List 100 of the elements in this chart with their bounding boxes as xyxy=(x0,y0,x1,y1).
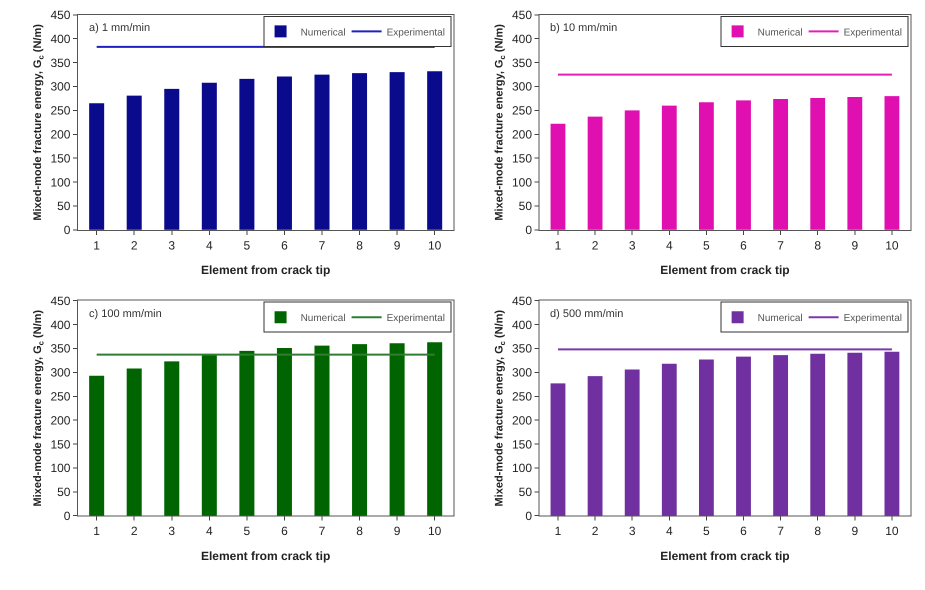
y-tick-label: 200 xyxy=(512,413,532,428)
y-tick-label: 300 xyxy=(512,366,532,380)
x-tick-label: 4 xyxy=(666,524,673,538)
bar xyxy=(164,88,180,230)
x-tick-label: 4 xyxy=(206,238,213,252)
x-tick-label: 7 xyxy=(777,524,784,538)
x-tick-label: 3 xyxy=(628,238,636,252)
bar xyxy=(810,354,826,516)
bar xyxy=(550,124,566,230)
bar xyxy=(352,344,368,516)
y-tick-label: 150 xyxy=(512,437,532,452)
bar xyxy=(624,110,640,230)
bar xyxy=(202,82,217,230)
x-axis-title: Element from crack tip xyxy=(200,549,330,564)
text: b) 10 mm/min xyxy=(550,22,618,34)
y-tick-label: 400 xyxy=(512,32,532,46)
bar xyxy=(847,97,862,230)
bar xyxy=(427,342,442,516)
y-tick-label: 300 xyxy=(512,80,532,94)
text: c) 100 mm/min xyxy=(89,308,162,320)
x-tick-label: 8 xyxy=(814,238,822,252)
y-tick-label: 250 xyxy=(50,389,71,404)
x-tick-label: 8 xyxy=(356,238,364,252)
bar xyxy=(624,369,640,516)
y-tick-label: 450 xyxy=(50,8,71,22)
bar xyxy=(736,356,751,516)
x-tick-label: 2 xyxy=(592,524,599,538)
legend-label: Numerical xyxy=(758,27,803,38)
bar xyxy=(847,352,862,516)
y-tick-label: 150 xyxy=(50,437,71,452)
y-tick-label: 350 xyxy=(50,56,71,70)
y-tick-label: 50 xyxy=(518,199,532,214)
legend-label: Numerical xyxy=(758,313,803,324)
x-tick-label: 7 xyxy=(318,238,326,252)
bar xyxy=(352,73,368,230)
y-tick-label: 100 xyxy=(512,175,532,190)
y-tick-label: 400 xyxy=(512,318,532,332)
x-tick-label: 3 xyxy=(168,238,176,252)
x-tick-label: 5 xyxy=(703,238,710,252)
x-tick-label: 3 xyxy=(168,524,176,538)
y-tick-label: 450 xyxy=(512,8,532,22)
y-tick-label: 100 xyxy=(50,461,71,476)
x-tick-label: 7 xyxy=(318,524,326,538)
x-tick-label: 6 xyxy=(740,238,748,252)
y-tick-label: 250 xyxy=(512,389,532,404)
y-tick-label: 400 xyxy=(50,32,71,46)
bar xyxy=(810,98,826,230)
x-axis-title: Element from crack tip xyxy=(660,263,790,278)
bar xyxy=(736,100,751,230)
y-tick-label: 0 xyxy=(525,223,532,238)
bar xyxy=(314,346,330,516)
bar xyxy=(662,106,677,230)
bar xyxy=(126,368,142,516)
x-tick-label: 5 xyxy=(244,238,251,252)
x-tick-label: 10 xyxy=(885,238,899,252)
bar xyxy=(698,102,714,230)
bar xyxy=(550,383,566,516)
y-tick-label: 250 xyxy=(50,104,71,118)
x-tick-label: 2 xyxy=(130,238,138,252)
x-tick-label: 8 xyxy=(356,524,364,538)
y-tick-label: 50 xyxy=(518,485,532,500)
y-tick-label: 200 xyxy=(512,128,532,142)
bar xyxy=(314,74,330,230)
y-tick-label: 300 xyxy=(50,80,71,94)
legend-label: Experimental xyxy=(386,313,445,324)
text: a) 1 mm/min xyxy=(89,22,150,34)
x-tick-label: 4 xyxy=(206,524,213,538)
bar xyxy=(126,96,142,230)
bar xyxy=(698,359,714,516)
bar xyxy=(276,348,292,516)
bar xyxy=(89,103,104,230)
y-tick-label: 100 xyxy=(512,461,532,476)
legend-label: Numerical xyxy=(300,27,346,38)
x-tick-label: 9 xyxy=(394,524,401,538)
x-tick-label: 6 xyxy=(281,524,288,538)
bar xyxy=(773,355,788,516)
x-tick-label: 1 xyxy=(93,524,100,538)
x-tick-label: 7 xyxy=(777,238,784,252)
y-tick-label: 50 xyxy=(57,199,71,214)
legend-label: Numerical xyxy=(300,313,346,324)
bar xyxy=(239,350,254,516)
bar xyxy=(164,361,180,516)
legend-label: Experimental xyxy=(386,27,445,38)
x-tick-label: 10 xyxy=(428,524,442,538)
x-tick-label: 2 xyxy=(130,524,138,538)
y-tick-label: 200 xyxy=(50,128,71,142)
legend-label: Experimental xyxy=(844,27,902,38)
x-axis-title: Element from crack tip xyxy=(660,549,790,564)
bar xyxy=(773,98,788,230)
y-tick-label: 300 xyxy=(50,366,71,380)
bar xyxy=(390,343,405,516)
bar xyxy=(276,76,292,230)
y-tick-label: 150 xyxy=(512,151,532,166)
y-tick-label: 350 xyxy=(512,342,532,356)
bar xyxy=(427,71,442,230)
bar xyxy=(662,364,677,516)
bar xyxy=(588,116,603,230)
x-tick-label: 2 xyxy=(592,238,599,252)
x-tick-label: 4 xyxy=(666,238,673,252)
y-tick-label: 350 xyxy=(50,342,71,356)
